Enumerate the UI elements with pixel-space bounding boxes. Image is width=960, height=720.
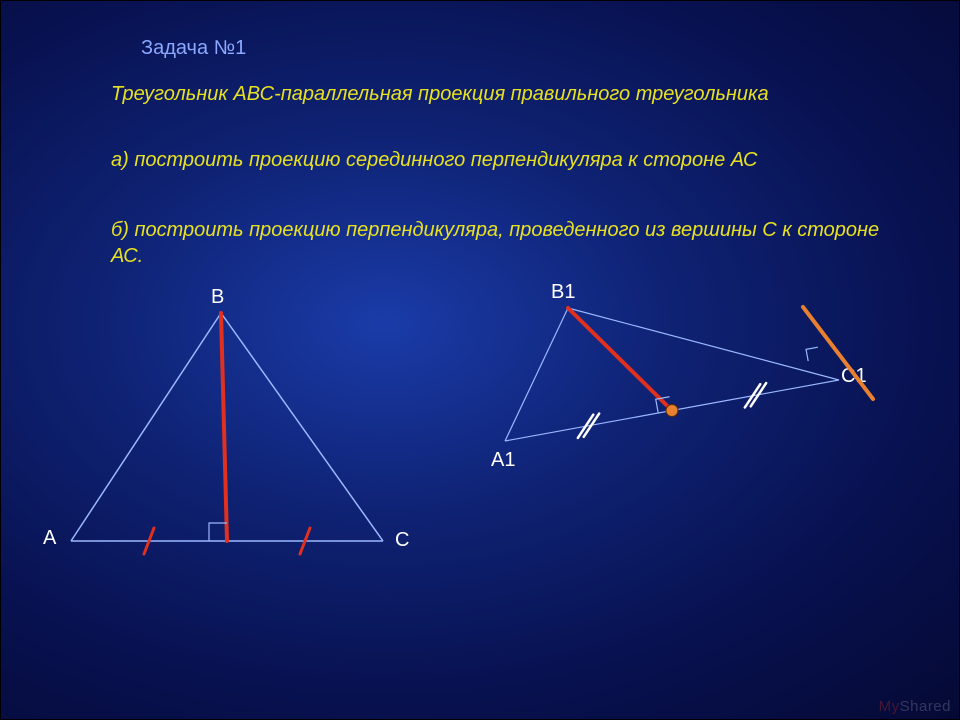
slide: Задача №1 Треугольник АВС-параллельная п… — [0, 0, 960, 720]
watermark-my: My — [879, 698, 900, 715]
watermark-rest: Shared — [900, 698, 951, 715]
geometry-svg — [1, 1, 960, 720]
watermark: MyShared — [879, 698, 951, 715]
